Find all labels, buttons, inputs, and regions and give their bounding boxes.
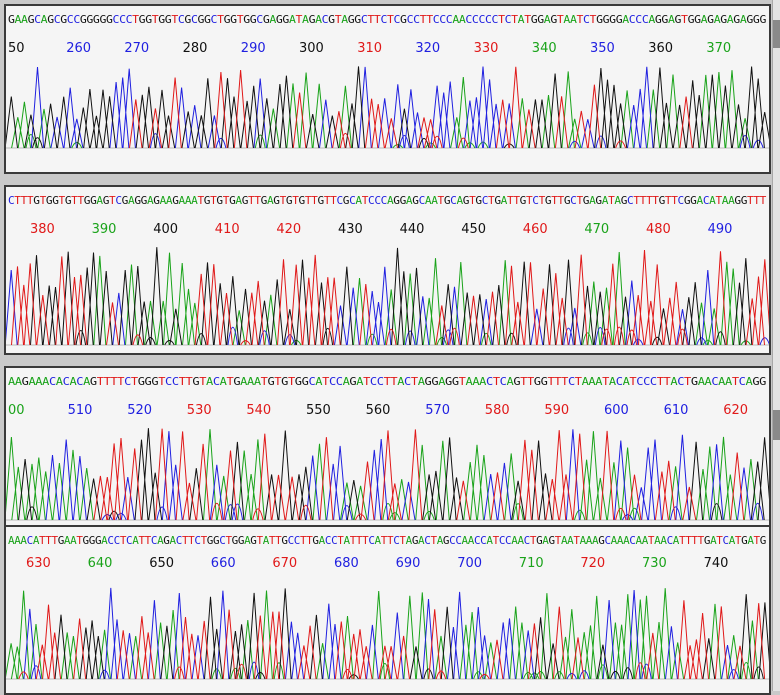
position-label: 650	[149, 556, 174, 571]
position-label: 530	[187, 403, 212, 418]
position-label: 690	[396, 556, 421, 571]
scrollbar-mark[interactable]	[773, 20, 780, 48]
position-labels-4: 630 640 650 660 670 680 690 700 710 720 730 740	[26, 556, 728, 571]
trace-group-4	[6, 587, 769, 680]
position-label: 400	[153, 222, 178, 237]
position-label: 340	[532, 41, 557, 56]
position-label: 410	[215, 222, 240, 237]
chromatogram-panel-4[interactable]: AAACATTTGAATGGGACCTCATTCAGACTTCTGGCTGGAG…	[4, 525, 771, 695]
vertical-scrollbar[interactable]	[772, 0, 780, 691]
trace-group-3	[6, 428, 769, 521]
position-label: 370	[706, 41, 731, 56]
position-label: 300	[299, 41, 324, 56]
position-label: 390	[92, 222, 117, 237]
position-label: 50	[8, 41, 25, 56]
trace-T	[11, 249, 769, 346]
trace-G	[30, 247, 753, 346]
position-label: 430	[338, 222, 363, 237]
trace-G	[54, 588, 769, 680]
position-label: 510	[68, 403, 93, 418]
trace-G	[18, 428, 769, 521]
position-label: 480	[646, 222, 671, 237]
chromatogram-panel-2[interactable]: CTTTGTGGTGTTGGAGTCGAGGAGAAGAAATGTGTGAGTT…	[4, 185, 771, 355]
sequence-text-2: CTTTGTGGTGTTGGAGTCGAGGAGAAGAAATGTGTGAGTT…	[8, 196, 766, 207]
trace-A	[6, 588, 759, 680]
position-label: 580	[485, 403, 510, 418]
position-label: 560	[366, 403, 391, 418]
chromatogram-panel-1[interactable]: GAAGCAGCGCCGGGGGCCCTGGTGGTCGCGGCTGGTGGCG…	[4, 4, 771, 174]
position-labels-2: 380 390 400 410 420 430 440 450 460 470 480 490	[30, 222, 732, 237]
position-label: 570	[425, 403, 450, 418]
position-label: 620	[723, 403, 748, 418]
position-label: 740	[704, 556, 729, 571]
position-label: 520	[127, 403, 152, 418]
position-label: 630	[26, 556, 51, 571]
position-label: 440	[400, 222, 425, 237]
chromatogram-svg-3: AAGAAACACACAGTTTTCTGGGTCCTTGTACATGAAATGT…	[6, 377, 769, 521]
position-label: 680	[334, 556, 359, 571]
trace-A	[6, 429, 758, 521]
position-label: 420	[276, 222, 301, 237]
position-label: 700	[457, 556, 482, 571]
trace-group-2	[6, 247, 769, 346]
position-label: 280	[183, 41, 208, 56]
scrollbar-mark[interactable]	[773, 410, 780, 440]
position-label: 270	[124, 41, 149, 56]
position-label: 640	[88, 556, 113, 571]
position-labels-3: 00 510 520 530 540 550 560 570 580 590 600 610 620	[8, 403, 748, 418]
position-label: 540	[246, 403, 271, 418]
position-label: 310	[357, 41, 382, 56]
position-label: 730	[642, 556, 667, 571]
position-label: 450	[461, 222, 486, 237]
trace-C	[45, 429, 764, 521]
trace-T	[129, 66, 693, 149]
position-label: 670	[272, 556, 297, 571]
position-label: 360	[648, 41, 673, 56]
chromatogram-svg-1: GAAGCAGCGCCGGGGGCCCTGGTGGTCGCGGCTGGTGGCG…	[6, 15, 769, 149]
position-label: 550	[306, 403, 331, 418]
trace-A	[11, 70, 752, 149]
position-label: 380	[30, 222, 55, 237]
chromatogram-svg-2: CTTTGTGGTGTTGGAGTCGAGGAGAAGAAATGTGTGAGTT…	[6, 196, 769, 346]
sequence-text-4: AAACATTTGAATGGGACCTCATTCAGACTTCTGGCTGGAG…	[8, 536, 766, 547]
position-label: 590	[544, 403, 569, 418]
trace-A	[93, 251, 752, 346]
trace-T	[18, 600, 766, 680]
position-label: 350	[590, 41, 615, 56]
trace-group-1	[6, 66, 769, 149]
chromatogram-panel-3[interactable]: AAGAAACACACAGTTTTCTGGGTCCTTGTACATGAAATGT…	[4, 366, 771, 536]
position-label: 260	[66, 41, 91, 56]
position-label: 320	[415, 41, 440, 56]
chromatogram-svg-4: AAACATTTGAATGGGACCTCATTCAGACTTCTGGCTGGAG…	[6, 536, 769, 680]
trace-C	[30, 66, 764, 149]
trace-C	[6, 266, 769, 346]
trace-G	[6, 66, 769, 149]
trace-C	[23, 587, 739, 680]
position-label: 660	[211, 556, 236, 571]
sequence-text-3: AAGAAACACACAGTTTTCTGGGTCCTTGTACATGAAATGT…	[8, 377, 766, 388]
position-labels-1: 50 260 270 280 290 300 310 320 330 340 350 360 370	[8, 41, 731, 56]
position-label: 490	[708, 222, 733, 237]
position-label: 470	[584, 222, 609, 237]
position-label: 290	[241, 41, 266, 56]
position-label: 330	[474, 41, 499, 56]
position-label: 710	[519, 556, 544, 571]
position-label: 720	[580, 556, 605, 571]
position-label: 460	[523, 222, 548, 237]
position-label: 00	[8, 403, 25, 418]
sequence-text-1: GAAGCAGCGCCGGGGGCCCTGGTGGTCGCGGCTGGTGGCG…	[8, 15, 766, 26]
trace-T	[93, 428, 745, 521]
position-label: 600	[604, 403, 629, 418]
position-label: 610	[664, 403, 689, 418]
